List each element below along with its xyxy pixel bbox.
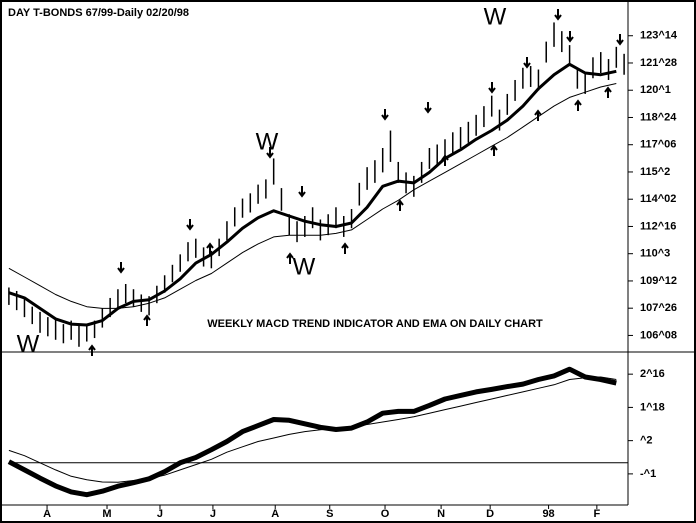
y-tick-label: 118^24 bbox=[640, 111, 677, 123]
chart-title: DAY T-BONDS 67/99-Daily 02/20/98 bbox=[8, 7, 189, 19]
buy-arrow bbox=[534, 109, 542, 121]
x-tick-label: S bbox=[326, 508, 333, 520]
x-tick-label: J bbox=[157, 508, 163, 520]
wave-label: W bbox=[17, 330, 40, 357]
sell-arrow bbox=[488, 82, 496, 94]
line-series bbox=[7, 366, 617, 498]
y-tick-label: 121^28 bbox=[640, 57, 677, 69]
annotation: WEEKLY MACD TREND INDICATOR AND EMA ON D… bbox=[207, 318, 543, 330]
buy-arrow bbox=[88, 344, 96, 356]
x-tick-label: F bbox=[593, 508, 600, 520]
x-tick-label: A bbox=[271, 508, 279, 520]
buy-arrow bbox=[206, 242, 214, 254]
x-tick-label: O bbox=[381, 508, 390, 520]
buy-arrow bbox=[341, 242, 349, 254]
sell-arrow bbox=[298, 186, 306, 198]
x-tick-label: J bbox=[210, 508, 216, 520]
y-tick-label: ^2 bbox=[640, 435, 653, 447]
buy-arrow bbox=[441, 154, 449, 166]
x-tick-label: N bbox=[437, 508, 445, 520]
y-tick-label: 106^08 bbox=[640, 329, 677, 341]
sell-arrow bbox=[117, 262, 125, 274]
wave-label: W bbox=[256, 128, 279, 155]
y-tick-label: 120^1 bbox=[640, 84, 671, 96]
buy-arrow bbox=[286, 252, 294, 264]
y-tick-label: 107^26 bbox=[640, 302, 677, 314]
sell-arrow bbox=[566, 31, 574, 43]
y-tick-label: 117^06 bbox=[640, 139, 676, 151]
sell-arrow bbox=[424, 102, 432, 114]
sell-arrow bbox=[523, 57, 531, 69]
x-tick-label: 98 bbox=[542, 508, 554, 520]
sell-arrow bbox=[554, 9, 562, 21]
y-tick-label: 109^12 bbox=[640, 275, 677, 287]
buy-arrow bbox=[143, 314, 151, 326]
y-tick-label: -^1 bbox=[640, 468, 656, 480]
buy-arrow bbox=[574, 99, 582, 111]
sell-arrow bbox=[616, 34, 624, 46]
y-tick-label: 110^3 bbox=[640, 248, 670, 260]
y-tick-label: 123^14 bbox=[640, 30, 678, 42]
buy-arrow bbox=[490, 144, 498, 156]
buy-arrow bbox=[604, 86, 612, 98]
sell-arrow bbox=[381, 109, 389, 121]
sell-arrow bbox=[186, 219, 194, 231]
y-tick-label: 112^16 bbox=[640, 220, 676, 232]
y-tick-label: 2^16 bbox=[640, 368, 665, 380]
y-tick-label: 114^02 bbox=[640, 193, 676, 205]
wave-label: W bbox=[293, 253, 316, 280]
x-tick-label: A bbox=[43, 508, 51, 520]
line-series bbox=[8, 62, 617, 327]
buy-arrow bbox=[396, 199, 404, 211]
sell-arrow bbox=[266, 147, 274, 159]
wave-label: W bbox=[484, 3, 507, 30]
y-tick-label: 115^2 bbox=[640, 166, 670, 178]
x-tick-label: M bbox=[102, 508, 111, 520]
y-tick-label: 1^18 bbox=[640, 401, 665, 413]
x-tick-label: D bbox=[486, 508, 494, 520]
line-series bbox=[8, 83, 617, 309]
line-series bbox=[8, 376, 617, 483]
